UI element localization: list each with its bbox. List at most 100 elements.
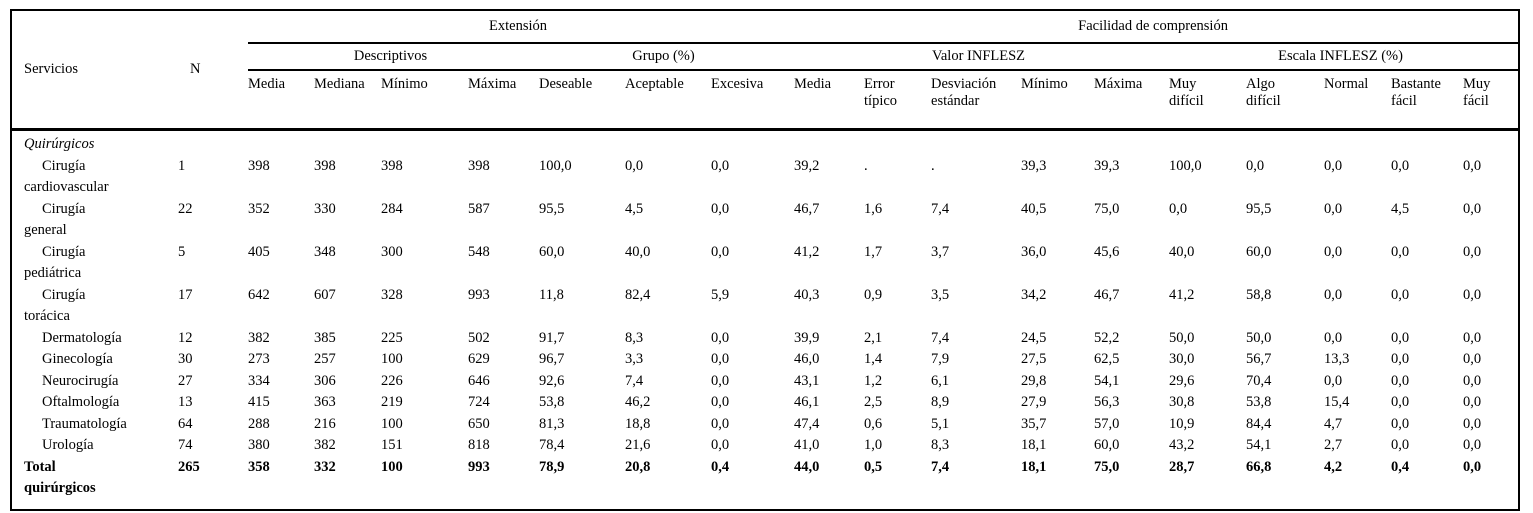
column-header-line: típico bbox=[864, 93, 898, 109]
data-cell: 332 bbox=[314, 458, 336, 475]
column-header-line: Normal bbox=[1324, 76, 1369, 92]
data-cell: 92,6 bbox=[539, 372, 565, 389]
data-cell: 1,4 bbox=[864, 351, 883, 367]
service-name-line: Dermatología bbox=[42, 329, 122, 346]
data-cell: 0,0 bbox=[1463, 351, 1482, 367]
data-cell: 352 bbox=[248, 200, 270, 217]
service-name-line: Ginecología bbox=[42, 351, 113, 367]
data-cell: 15,4 bbox=[1324, 394, 1350, 410]
data-cell: 7,4 bbox=[931, 200, 950, 217]
data-cell: 382 bbox=[248, 329, 270, 346]
data-cell: 382 bbox=[314, 437, 336, 453]
data-cell: 226 bbox=[381, 372, 403, 389]
service-name: Oftalmología bbox=[11, 392, 178, 414]
data-cell: 0,0 bbox=[1324, 157, 1343, 174]
data-cell: 385 bbox=[314, 329, 336, 346]
service-name: Ginecología bbox=[11, 349, 178, 371]
data-cell: 18,8 bbox=[625, 415, 651, 432]
data-cell: 27,5 bbox=[1021, 351, 1047, 367]
data-cell: 29,8 bbox=[1021, 372, 1047, 389]
group-header-facilidad: Facilidad de comprensión bbox=[794, 10, 1520, 44]
data-cell: 52,2 bbox=[1094, 329, 1120, 346]
data-cell: 646 bbox=[468, 372, 490, 389]
column-header-line: Algo bbox=[1246, 76, 1276, 92]
data-cell: 58,8 bbox=[1246, 286, 1272, 303]
data-cell: 0,0 bbox=[1391, 415, 1410, 432]
data-cell: 363 bbox=[314, 394, 336, 410]
table-row: Cirugía torácica 17 642 607 328 993 11,8 82,4 5,9… bbox=[11, 285, 1519, 328]
column-header-line: Media bbox=[248, 76, 286, 92]
data-cell: 28,7 bbox=[1169, 458, 1195, 475]
data-cell: 39,3 bbox=[1094, 157, 1120, 174]
data-cell: 328 bbox=[381, 286, 403, 303]
data-cell: 2,7 bbox=[1324, 437, 1343, 453]
column-header-line: Máxima bbox=[1094, 76, 1143, 92]
data-cell: 54,1 bbox=[1094, 372, 1120, 389]
data-cell: 3,7 bbox=[931, 243, 950, 260]
column-header: Excesiva bbox=[711, 70, 795, 131]
data-cell: 587 bbox=[468, 200, 490, 217]
data-cell: 405 bbox=[248, 243, 270, 260]
service-name-line: Cirugía bbox=[42, 157, 86, 174]
data-cell: 0,0 bbox=[1463, 458, 1482, 475]
data-cell: 993 bbox=[468, 458, 490, 475]
data-cell: 306 bbox=[314, 372, 336, 389]
data-cell: 60,0 bbox=[1094, 437, 1120, 453]
n-value: 1 bbox=[178, 157, 186, 174]
data-cell: 0,0 bbox=[1324, 329, 1343, 346]
data-cell: 0,0 bbox=[1463, 372, 1482, 389]
n-column-header: N bbox=[178, 10, 248, 131]
data-cell: 78,4 bbox=[539, 437, 565, 453]
n-value: 12 bbox=[178, 329, 193, 346]
subgroup-header-grupo: Grupo (%) bbox=[539, 43, 795, 71]
data-cell: 100,0 bbox=[1169, 157, 1202, 174]
data-cell: 56,7 bbox=[1246, 351, 1272, 367]
service-name-line: Oftalmología bbox=[42, 394, 120, 410]
data-cell: 44,0 bbox=[794, 458, 820, 475]
data-cell: 82,4 bbox=[625, 286, 651, 303]
data-cell: 0,0 bbox=[711, 157, 730, 174]
data-cell: 100 bbox=[381, 415, 403, 432]
data-cell: 39,2 bbox=[794, 157, 820, 174]
data-cell: 95,5 bbox=[1246, 200, 1272, 217]
data-cell: 100,0 bbox=[539, 157, 572, 174]
data-cell: 0,0 bbox=[711, 329, 730, 346]
section-row: Quirúrgicos bbox=[11, 130, 1519, 156]
column-header: Deseable bbox=[539, 70, 625, 131]
data-cell: 39,3 bbox=[1021, 157, 1047, 174]
data-cell: 650 bbox=[468, 415, 490, 432]
service-name-line: Cirugía bbox=[42, 200, 86, 217]
data-cell: 13,3 bbox=[1324, 351, 1350, 367]
data-cell: 300 bbox=[381, 243, 403, 260]
data-cell: 2,1 bbox=[864, 329, 883, 346]
column-header: Mediana bbox=[314, 70, 381, 131]
service-name: Cirugía cardiovascular bbox=[11, 156, 178, 199]
column-header: Muy difícil bbox=[1169, 70, 1247, 131]
column-header-line: Excesiva bbox=[711, 76, 764, 92]
data-cell: 36,0 bbox=[1021, 243, 1047, 260]
n-value: 27 bbox=[178, 372, 193, 389]
service-name-line: Quirúrgicos bbox=[24, 136, 95, 152]
data-cell: 257 bbox=[314, 351, 336, 367]
data-cell: 1,7 bbox=[864, 243, 883, 260]
table-row: Urología 74 380 382 151 818 78,4 21,6 0,0 41,0 1,0… bbox=[11, 435, 1519, 457]
data-cell: 43,2 bbox=[1169, 437, 1195, 453]
column-header-line: difícil bbox=[1246, 93, 1281, 109]
column-header: Mínimo bbox=[1021, 70, 1095, 131]
data-cell: 219 bbox=[381, 394, 403, 410]
data-cell: 6,1 bbox=[931, 372, 950, 389]
column-header: Error típico bbox=[864, 70, 932, 131]
column-header-line: Mínimo bbox=[381, 76, 428, 92]
data-cell: 398 bbox=[314, 157, 336, 174]
column-header: Media bbox=[794, 70, 865, 131]
data-cell: 0,0 bbox=[1324, 200, 1343, 217]
data-cell: 0,0 bbox=[711, 437, 730, 453]
table-row: Dermatología 12 382 385 225 502 91,7 8,3 0,0 39,9… bbox=[11, 328, 1519, 350]
column-header-line: Media bbox=[794, 76, 832, 92]
column-header-line: fácil bbox=[1391, 93, 1417, 109]
data-cell: 548 bbox=[468, 243, 490, 260]
total-row: Total quirúrgicos 265 358 332 100 993 78,9 20,8 0… bbox=[11, 457, 1519, 510]
data-cell: 39,9 bbox=[794, 329, 820, 346]
data-cell: 41,0 bbox=[794, 437, 820, 453]
column-header: Máxima bbox=[468, 70, 539, 131]
